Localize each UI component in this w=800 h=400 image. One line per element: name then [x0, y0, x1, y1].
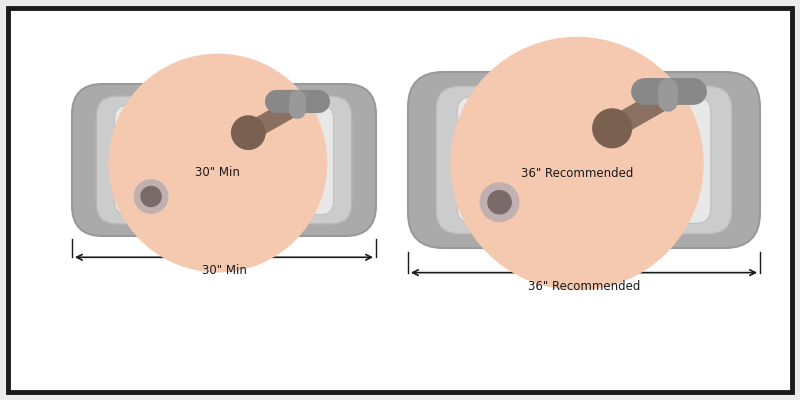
Text: 30" Min: 30" Min: [202, 264, 246, 277]
FancyBboxPatch shape: [408, 72, 760, 248]
FancyBboxPatch shape: [458, 97, 710, 223]
Text: 30" Min: 30" Min: [195, 166, 240, 179]
Circle shape: [232, 116, 265, 149]
Circle shape: [109, 54, 327, 272]
Circle shape: [134, 180, 168, 213]
Circle shape: [593, 109, 631, 148]
FancyBboxPatch shape: [114, 105, 334, 215]
FancyBboxPatch shape: [72, 84, 376, 236]
FancyBboxPatch shape: [436, 86, 732, 234]
Circle shape: [488, 191, 511, 214]
Circle shape: [450, 37, 704, 290]
Circle shape: [141, 186, 161, 206]
FancyBboxPatch shape: [96, 96, 352, 224]
Circle shape: [480, 183, 519, 222]
FancyBboxPatch shape: [8, 8, 792, 392]
Text: 36" Recommended: 36" Recommended: [528, 280, 640, 293]
Text: 36" Recommended: 36" Recommended: [521, 167, 633, 180]
